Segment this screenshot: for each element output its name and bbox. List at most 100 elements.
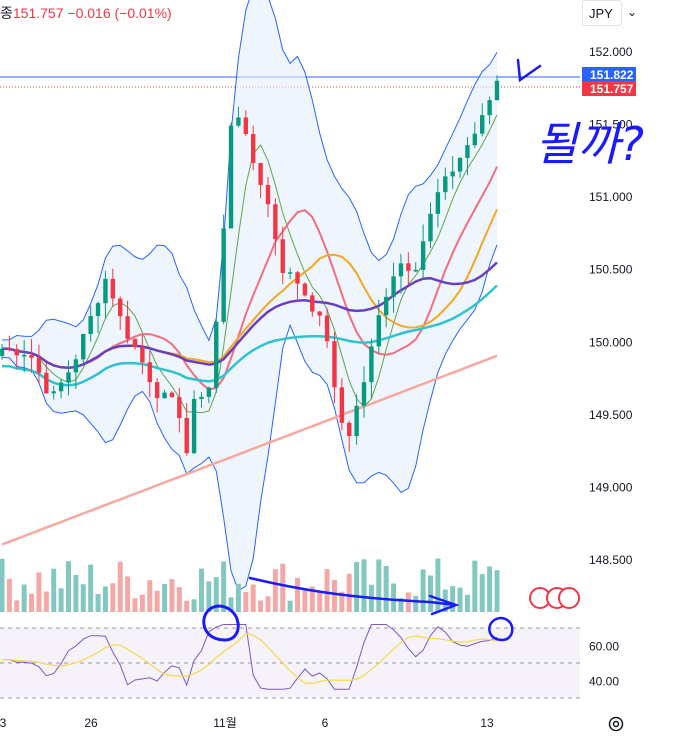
price-tick-label: 149.500 (589, 408, 633, 422)
volume-bar (287, 600, 293, 612)
event-flag-icon (558, 587, 580, 609)
candle-body (280, 239, 285, 273)
header-change: −0.016 (−0.01%) (67, 5, 172, 21)
volume-bar (405, 592, 411, 612)
candle-body (118, 298, 123, 317)
candle-body (391, 276, 396, 297)
candle-body (487, 100, 492, 116)
volume-bar (472, 560, 478, 612)
volume-bar (43, 591, 49, 612)
candle-body (369, 346, 374, 383)
volume-bar (51, 568, 57, 612)
candle-body (51, 391, 56, 394)
rsi-line (1, 624, 498, 690)
volume-bar (206, 581, 212, 612)
candle-body (480, 115, 485, 134)
candle-body (184, 417, 189, 454)
volume-bar (450, 586, 456, 612)
candle-body (103, 278, 108, 304)
bollinger-lower (1, 244, 498, 592)
candle-body (66, 372, 71, 383)
ma-cyan (1, 284, 498, 387)
candle-body (472, 133, 478, 146)
volume-bar (221, 561, 227, 612)
volume-bar (464, 594, 470, 612)
candle-body (398, 263, 404, 277)
price-tick-label: 151.000 (589, 190, 633, 204)
candle-body (199, 396, 204, 399)
candle-body (154, 382, 160, 399)
candle-body (465, 145, 470, 159)
candle-body (406, 263, 411, 271)
volume-bar (132, 598, 138, 612)
volume-bar (487, 566, 493, 612)
volume-bar (250, 584, 256, 612)
candle-body (443, 176, 448, 193)
volume-bar (110, 583, 116, 612)
volume-bar (213, 577, 219, 612)
hand-arrow (248, 576, 460, 616)
chevron-down-icon: ⌄ (626, 5, 637, 19)
volume-bar (198, 568, 204, 612)
candle-body (347, 422, 352, 437)
volume-bar (184, 600, 190, 612)
candle-body (58, 382, 64, 392)
volume-bar (154, 590, 160, 612)
volume-bar (95, 593, 101, 612)
bollinger-fill (2, 0, 497, 591)
ma-green (1, 114, 498, 414)
volume-bar (420, 569, 426, 612)
candle-body (88, 315, 93, 335)
candle-body (36, 357, 42, 373)
time-tick-label: 3 (0, 716, 7, 730)
volume-bar (494, 570, 500, 612)
candle-body (214, 321, 219, 388)
candle-body (206, 387, 212, 397)
hand-circle-right (488, 616, 514, 642)
candle-body (250, 133, 256, 163)
candle-body (332, 341, 337, 388)
candle-body (287, 272, 293, 274)
volume-bar (339, 591, 345, 612)
candle-body (0, 348, 5, 356)
price-tick-label: 151.500 (589, 118, 633, 132)
volume-bar (302, 589, 308, 612)
candle-body (221, 228, 226, 322)
volume-bar (147, 580, 153, 612)
header-price: 151.757 (12, 5, 64, 21)
volume-bar (235, 583, 241, 612)
volume-bar (309, 586, 315, 612)
candle-body (258, 162, 263, 185)
volume-bar (169, 579, 175, 612)
hand-note: 될까? (535, 117, 644, 171)
candle-body (457, 158, 463, 172)
candle-body (110, 278, 116, 299)
volume-bar (21, 584, 27, 612)
candle-body (14, 349, 19, 356)
volume-bar (139, 594, 145, 612)
volume-bar (346, 573, 352, 612)
volume-bar (280, 563, 286, 612)
gear-icon[interactable] (606, 714, 626, 734)
volume-bar (479, 574, 485, 612)
volume-bar (117, 561, 123, 612)
candle-body (361, 382, 367, 406)
time-tick-label: 11월 (213, 716, 237, 730)
candle-body (450, 171, 455, 177)
rsi-tick-label: 40.00 (589, 675, 619, 689)
volume-bar (243, 591, 249, 612)
volume-bar (413, 595, 419, 612)
price-tick-label: 152.000 (589, 45, 633, 59)
candle-body (147, 362, 152, 383)
volume-bar (265, 596, 271, 612)
price-tick-label: 149.000 (589, 480, 633, 494)
time-tick-label: 13 (480, 716, 494, 730)
header-label: 종 (0, 5, 13, 21)
candle-body (317, 311, 322, 316)
candle-body (420, 241, 426, 270)
volume-bar (125, 576, 131, 612)
candle-body (265, 184, 271, 205)
volume-bar (102, 586, 108, 612)
currency-selector[interactable]: JPY ⌄ (582, 0, 637, 26)
